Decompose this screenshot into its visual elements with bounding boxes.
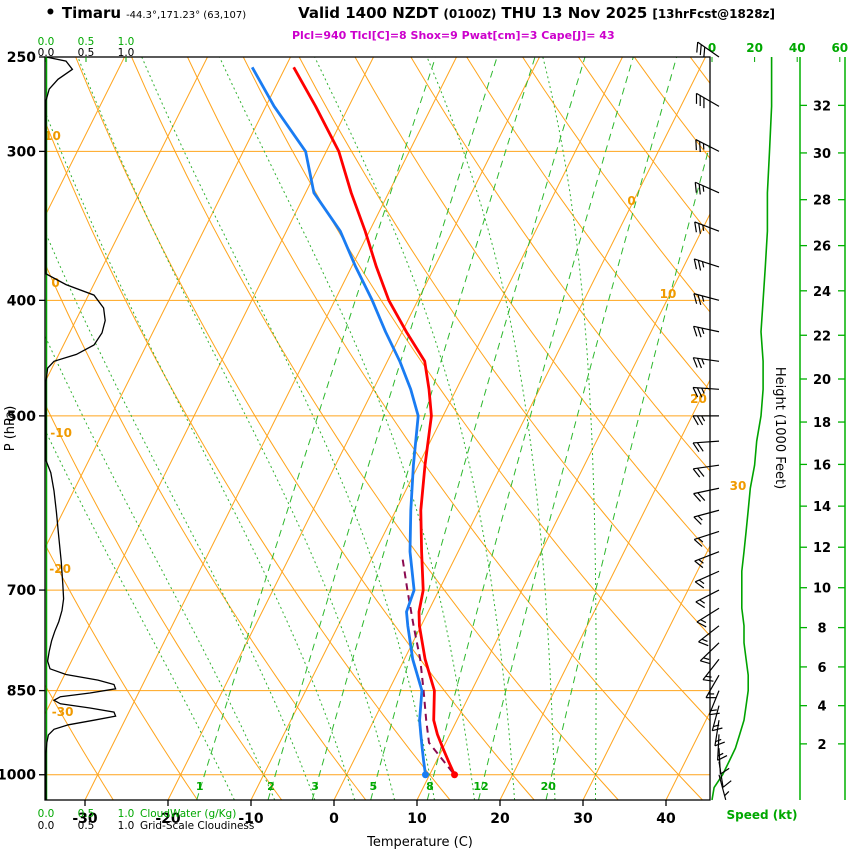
forecast-info: [13hrFcst@1828z] [652, 7, 776, 21]
valid-date: THU 13 Nov 2025 [501, 4, 648, 22]
wind-barbs [692, 41, 732, 801]
cloudiness-scale-tick: 0.0 [38, 820, 55, 832]
cloudwater-scale-tick: 0.5 [78, 808, 95, 820]
mixing-ratio-label: 12 [473, 780, 488, 793]
isotherm-label: 0 [627, 194, 635, 208]
cloud-profiles [45, 57, 117, 800]
isotherm-label: 30 [730, 479, 747, 493]
cloudwater-scale-tick: 1.0 [118, 808, 135, 820]
height-tick-label: 26 [813, 240, 831, 255]
surface-dewpoint-dot [421, 771, 429, 779]
temperature-tick-label: 40 [656, 811, 676, 827]
pressure-tick-label: 700 [7, 583, 36, 599]
parcel-curve [401, 559, 456, 776]
pressure-axis-title: P (hPa) [3, 406, 18, 452]
dry-adiabat-label: -10 [50, 426, 72, 440]
height-tick-label: 10 [813, 582, 831, 597]
dewpoint-curve [250, 66, 427, 775]
speed-tick-label: 0 [708, 41, 716, 55]
speed-tick-label: 60 [831, 41, 848, 55]
surface-temp-dot [451, 771, 459, 779]
wind-speed-profile [711, 57, 773, 801]
valid-zulu-time: (0100Z) [443, 7, 497, 21]
dry-adiabat-label: -30 [52, 705, 74, 719]
height-tick-label: 12 [813, 541, 831, 556]
mixing-ratio-label: 1 [196, 780, 204, 793]
title-bar: • Timaru -44.3°,171.23° (63,107) Valid 1… [45, 3, 845, 23]
height-tick-label: 22 [813, 329, 831, 344]
temperature-tick-label: 30 [573, 811, 593, 827]
cloudwater-scale-tick: 1.0 [118, 36, 135, 48]
temperature-curve [292, 66, 456, 776]
height-tick-label: 14 [813, 500, 831, 515]
pressure-tick-label: 250 [7, 50, 36, 66]
isotherm-label: 20 [690, 392, 707, 406]
height-tick-label: 30 [813, 147, 831, 162]
isotherm-label: 10 [660, 287, 677, 301]
height-tick-label: 32 [813, 99, 831, 114]
cloudwater-scale-tick: 0.0 [38, 808, 55, 820]
speed-axis-title: Speed (kt) [727, 808, 798, 822]
cloudiness-scale-tick: 0.5 [78, 47, 95, 59]
stability-params-line: Plcl=940 Tlcl[C]=8 Shox=9 Pwat[cm]=3 Cap… [292, 29, 615, 42]
temperature-tick-label: 20 [490, 811, 510, 827]
temperature-tick-label: -10 [238, 811, 264, 827]
mixing-ratio-label: 20 [541, 780, 557, 793]
speed-tick-label: 40 [789, 41, 806, 55]
pressure-tick-label: 400 [7, 293, 36, 309]
height-tick-label: 24 [813, 285, 831, 300]
dry-adiabat-label: 0 [51, 276, 59, 290]
cloudwater-scale-tick: 0.5 [78, 36, 95, 48]
dry-adiabat-label: 10 [44, 129, 61, 143]
height-tick-label: 16 [813, 458, 831, 473]
height-tick-label: 18 [813, 416, 831, 431]
mixing-ratio-label: 5 [370, 780, 378, 793]
cloudiness-scale-tick: 1.0 [118, 47, 135, 59]
dry-adiabat-label: -20 [49, 562, 71, 576]
speed-tick-label: 20 [746, 41, 763, 55]
height-tick-label: 2 [817, 738, 826, 753]
height-tick-label: 6 [817, 661, 826, 676]
sounding-curves [250, 66, 456, 776]
pressure-tick-label: 300 [7, 144, 36, 160]
temperature-tick-label: 10 [407, 811, 427, 827]
cloud-scale-labels: 0.00.00.50.51.01.00.00.00.50.51.01.0Clou… [38, 36, 255, 832]
mixing-ratio-label: 3 [311, 780, 319, 793]
cloudiness-scale-tick: 1.0 [118, 820, 135, 832]
cloudwater-axis-title: CloudWater (g/Kg) [140, 808, 236, 820]
height-tick-label: 8 [817, 622, 826, 637]
cloudiness-scale-tick: 0.0 [38, 47, 55, 59]
height-axis-title: Height (1000 Feet) [772, 367, 787, 489]
height-tick-label: 4 [817, 700, 826, 715]
mixing-ratio-label: 2 [267, 780, 275, 793]
height-tick-label: 28 [813, 194, 831, 209]
cloudiness-scale-tick: 0.5 [78, 820, 95, 832]
temperature-tick-label: -20 [155, 811, 181, 827]
temperature-tick-label: -30 [72, 811, 98, 827]
valid-time: Valid 1400 NZDT [298, 4, 439, 22]
height-tick-label: 20 [813, 373, 831, 388]
mixing-ratio-label: 8 [426, 780, 434, 793]
background-lines [45, 57, 710, 800]
station-name: Timaru [61, 4, 122, 22]
station-coords: -44.3°,171.23° (63,107) [126, 10, 247, 21]
pressure-tick-label: 1000 [0, 768, 36, 784]
temperature-tick-label: 0 [329, 811, 339, 827]
pressure-tick-label: 850 [7, 684, 36, 700]
cloudwater-scale-tick: 0.0 [38, 36, 55, 48]
station-bullet-icon: • [45, 3, 56, 23]
surface-dots [421, 771, 459, 779]
temperature-axis-title: Temperature (C) [366, 835, 473, 850]
pressure-tick-label: 500 [7, 409, 36, 425]
cloudiness-axis-title: Grid-Scale Cloudiness [140, 820, 254, 832]
